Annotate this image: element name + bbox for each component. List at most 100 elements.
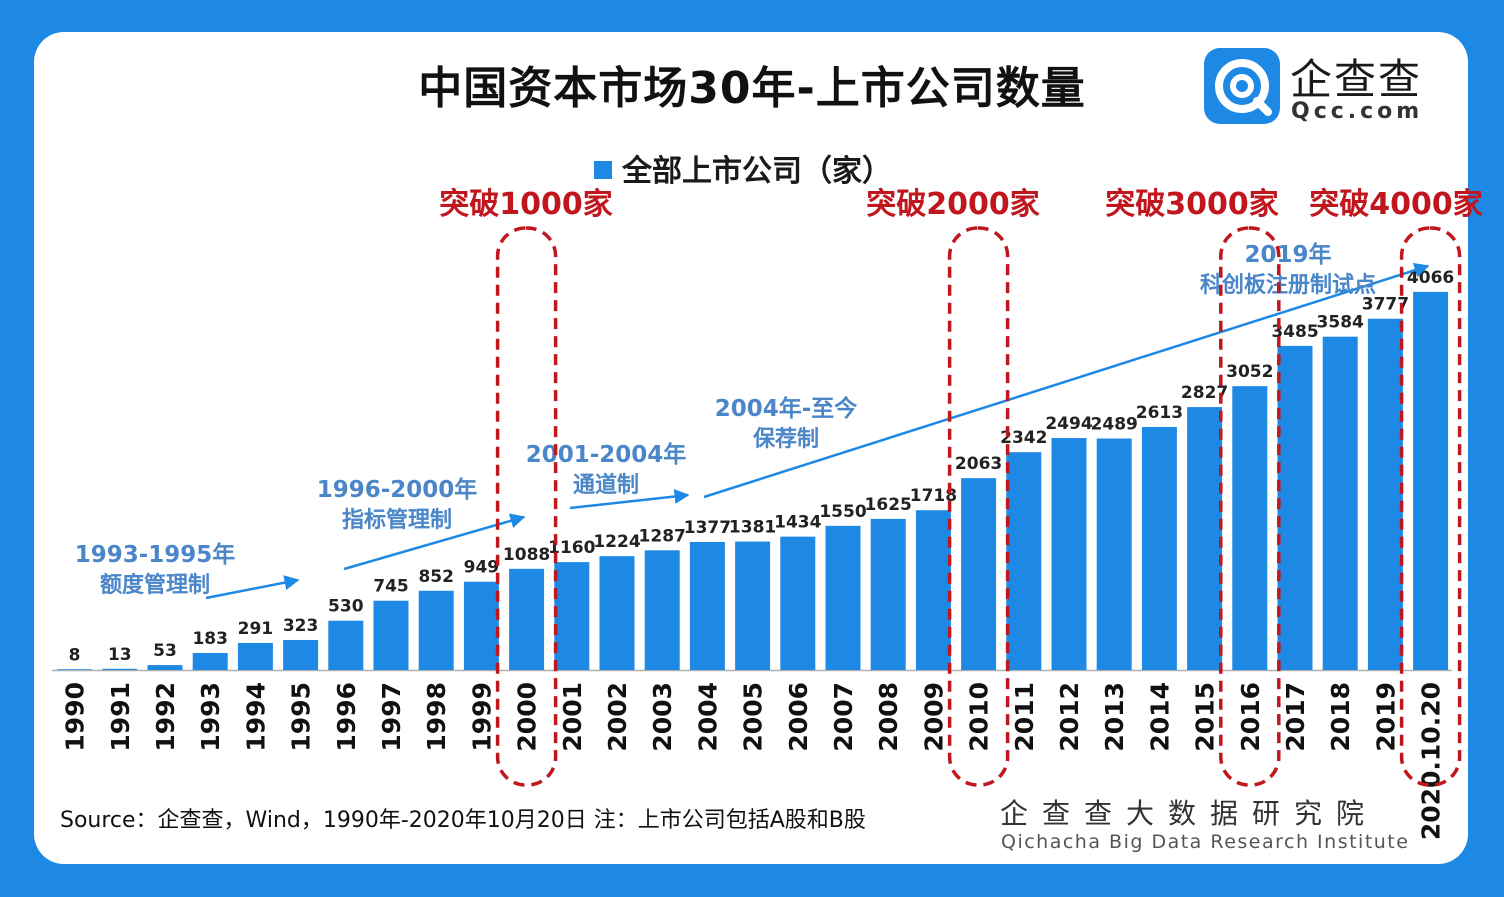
bar-value-label: 745 (373, 577, 409, 597)
x-tick-label: 1990 (61, 682, 90, 752)
bar-value-label: 13 (108, 645, 132, 665)
phase-period-label: 2019年 (1244, 241, 1331, 268)
chart-card (34, 32, 1468, 864)
bar (1322, 336, 1358, 670)
x-tick-label: 2007 (829, 682, 858, 752)
bar (102, 668, 138, 670)
bar-value-label: 1160 (548, 538, 595, 558)
institute-name-cn: 企查查大数据研究院 (1000, 797, 1379, 830)
brand-url: Qcc.com (1291, 99, 1424, 124)
bar (1413, 291, 1449, 670)
bar-value-label: 53 (153, 641, 177, 661)
milestone-label: 突破4000家 (1309, 187, 1483, 222)
bar-value-label: 3777 (1362, 295, 1409, 315)
chart-title: 中国资本市场30年-上市公司数量 (418, 63, 1086, 114)
bar (825, 525, 861, 670)
x-tick-label: 2018 (1326, 682, 1355, 752)
x-tick-label: 2020.10.20 (1417, 682, 1446, 840)
x-tick-label: 2010 (965, 682, 994, 752)
bar (1232, 386, 1268, 670)
x-tick-label: 1993 (196, 682, 225, 752)
x-tick-label: 2013 (1100, 682, 1129, 752)
milestone-highlight-box (947, 226, 1010, 787)
phase-period-label: 1993-1995年 (75, 541, 236, 568)
bar (283, 639, 319, 670)
x-tick-label: 2008 (874, 682, 903, 752)
qcc-logo (1204, 48, 1280, 124)
bar-value-label: 1434 (774, 513, 821, 533)
x-tick-label: 1994 (241, 682, 270, 752)
bar (509, 568, 545, 670)
bar (915, 510, 951, 670)
bar (373, 600, 409, 670)
milestone-highlight-box (1399, 226, 1462, 787)
qcc-logo-icon (1215, 59, 1272, 116)
bar (554, 562, 590, 670)
bar (1277, 345, 1313, 670)
bar (1051, 438, 1087, 670)
source-note: Source：企查查，Wind，1990年-2020年10月20日 注：上市公司… (60, 808, 866, 833)
x-tick-label: 2003 (648, 682, 677, 752)
bar-value-label: 1224 (593, 532, 640, 552)
bar-value-label: 8 (69, 645, 81, 665)
bar-value-label: 2063 (955, 454, 1002, 474)
x-tick-label: 2006 (784, 682, 813, 752)
milestone-highlight-box (1219, 226, 1281, 787)
milestone-label: 突破1000家 (439, 187, 613, 222)
bar-value-label: 530 (328, 597, 364, 617)
bar-value-label: 2827 (1181, 383, 1228, 403)
x-tick-label: 2016 (1236, 682, 1265, 752)
bar (57, 669, 93, 670)
bar-value-label: 1718 (910, 486, 957, 506)
phase-arrow (205, 575, 300, 600)
bar-value-label: 1625 (865, 495, 912, 515)
bar-value-label: 1088 (503, 545, 550, 565)
bar-value-label: 2342 (1000, 428, 1047, 448)
x-tick-label: 2012 (1055, 682, 1084, 752)
x-tick-label: 1998 (422, 682, 451, 752)
bar-value-label: 3485 (1271, 322, 1318, 342)
bar (644, 550, 680, 670)
bar-value-label: 949 (464, 558, 500, 578)
x-tick-label: 2015 (1191, 682, 1220, 752)
bar-value-label: 2489 (1091, 415, 1138, 435)
phase-period-label: 2004年-至今 (715, 395, 858, 422)
bar-value-label: 1381 (729, 518, 776, 538)
bar-value-label: 291 (238, 619, 274, 639)
phase-system-label: 科创板注册制试点 (1200, 272, 1376, 298)
bar-value-label: 2613 (1136, 403, 1183, 423)
bar-value-label: 183 (192, 629, 228, 649)
bar-value-label: 852 (418, 567, 454, 587)
x-tick-label: 2009 (919, 682, 948, 752)
bar (418, 590, 454, 670)
chart-legend: 全部上市公司（家） (594, 146, 892, 190)
bar (1141, 426, 1177, 670)
bar (780, 536, 816, 670)
bar (735, 541, 771, 670)
brand-name: 企查查 (1290, 55, 1423, 104)
bar (147, 665, 183, 670)
bar-value-label: 1287 (639, 526, 686, 546)
bar (1187, 407, 1223, 670)
bar-value-label: 3052 (1226, 362, 1273, 382)
bar-value-label: 3584 (1317, 313, 1364, 333)
milestone-label: 突破2000家 (866, 187, 1040, 222)
x-tick-label: 2001 (558, 682, 587, 752)
phase-system-label: 保荐制 (752, 426, 819, 452)
x-tick-label: 2019 (1371, 682, 1400, 752)
x-tick-label: 2002 (603, 682, 632, 752)
bar-value-label: 1550 (819, 502, 866, 522)
phase-arrow (703, 262, 1430, 499)
legend-label: 全部上市公司（家） (622, 154, 892, 189)
bar (237, 642, 273, 670)
milestone-label: 突破3000家 (1105, 187, 1279, 222)
institute-name-en: Qichacha Big Data Research Institute (1001, 831, 1410, 853)
legend-swatch (594, 161, 612, 179)
bar (463, 581, 499, 670)
x-tick-label: 1999 (467, 682, 496, 752)
bar (689, 541, 725, 670)
phase-arrow (569, 489, 690, 510)
bar-value-label: 323 (283, 616, 319, 636)
phase-system-label: 额度管理制 (100, 572, 210, 598)
